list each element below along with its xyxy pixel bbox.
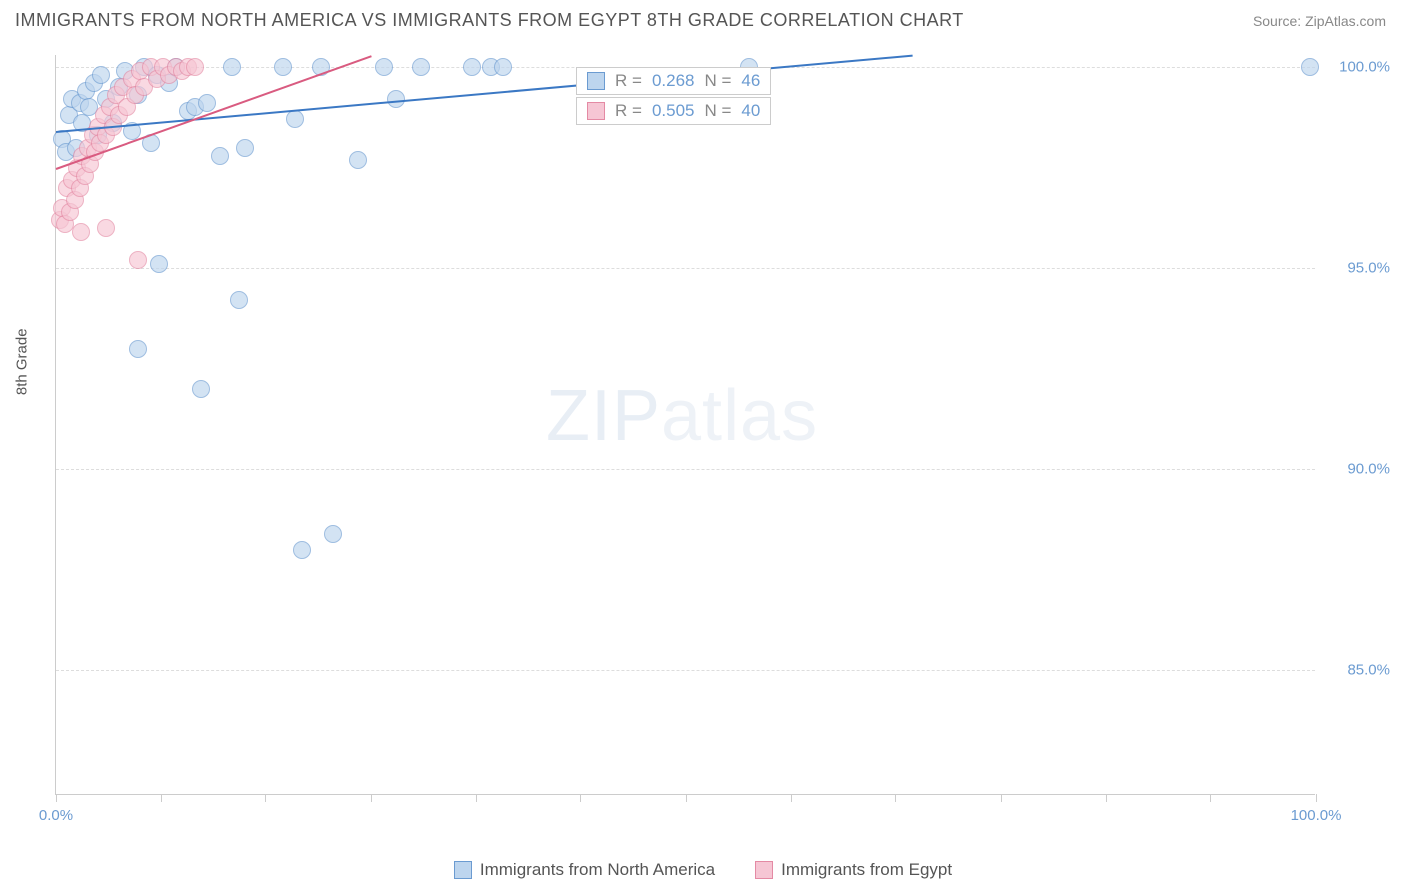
scatter-point	[236, 139, 254, 157]
watermark: ZIPatlas	[546, 375, 818, 457]
scatter-point	[286, 110, 304, 128]
scatter-point	[274, 58, 292, 76]
x-tick	[1210, 794, 1211, 802]
stats-r-label: R =	[615, 71, 642, 91]
chart-title: IMMIGRANTS FROM NORTH AMERICA VS IMMIGRA…	[15, 10, 964, 31]
y-tick-label: 95.0%	[1347, 260, 1390, 277]
legend-label: Immigrants from North America	[480, 860, 715, 880]
scatter-point	[211, 147, 229, 165]
legend-swatch	[454, 861, 472, 879]
gridline	[56, 469, 1315, 470]
stats-n-label: N =	[704, 101, 731, 121]
scatter-point	[129, 340, 147, 358]
stats-r-label: R =	[615, 101, 642, 121]
chart-header: IMMIGRANTS FROM NORTH AMERICA VS IMMIGRA…	[0, 0, 1406, 36]
scatter-point	[375, 58, 393, 76]
x-tick-label: 100.0%	[1291, 807, 1342, 824]
x-tick	[371, 794, 372, 802]
scatter-point	[1301, 58, 1319, 76]
stats-box: R = 0.505 N = 40	[576, 97, 771, 125]
stats-r-value: 0.268	[652, 71, 695, 91]
scatter-point	[198, 94, 216, 112]
y-tick-label: 100.0%	[1339, 59, 1390, 76]
x-tick	[161, 794, 162, 802]
stats-n-label: N =	[704, 71, 731, 91]
y-tick-label: 90.0%	[1347, 461, 1390, 478]
stats-swatch	[587, 102, 605, 120]
scatter-point	[494, 58, 512, 76]
x-tick	[791, 794, 792, 802]
scatter-point	[129, 251, 147, 269]
x-tick	[895, 794, 896, 802]
stats-box: R = 0.268 N = 46	[576, 67, 771, 95]
scatter-point	[186, 58, 204, 76]
scatter-chart: ZIPatlas 85.0%90.0%95.0%100.0%0.0%100.0%…	[55, 55, 1315, 795]
stats-n-value: 46	[741, 71, 760, 91]
scatter-point	[412, 58, 430, 76]
scatter-point	[463, 58, 481, 76]
scatter-point	[324, 525, 342, 543]
x-tick	[476, 794, 477, 802]
scatter-point	[223, 58, 241, 76]
scatter-point	[150, 255, 168, 273]
x-tick	[265, 794, 266, 802]
scatter-point	[92, 66, 110, 84]
x-tick	[580, 794, 581, 802]
scatter-point	[349, 151, 367, 169]
gridline	[56, 670, 1315, 671]
legend-item: Immigrants from North America	[454, 860, 715, 880]
scatter-point	[192, 380, 210, 398]
scatter-point	[72, 223, 90, 241]
stats-swatch	[587, 72, 605, 90]
stats-n-value: 40	[741, 101, 760, 121]
y-tick-label: 85.0%	[1347, 662, 1390, 679]
scatter-point	[97, 219, 115, 237]
stats-r-value: 0.505	[652, 101, 695, 121]
legend-label: Immigrants from Egypt	[781, 860, 952, 880]
legend-item: Immigrants from Egypt	[755, 860, 952, 880]
x-tick	[1316, 794, 1317, 802]
source-attribution: Source: ZipAtlas.com	[1253, 13, 1386, 29]
x-tick	[686, 794, 687, 802]
legend-swatch	[755, 861, 773, 879]
x-tick	[1106, 794, 1107, 802]
chart-legend: Immigrants from North America Immigrants…	[0, 860, 1406, 880]
x-tick-label: 0.0%	[39, 807, 73, 824]
y-axis-label: 8th Grade	[14, 328, 31, 395]
scatter-point	[230, 291, 248, 309]
x-tick	[1001, 794, 1002, 802]
scatter-point	[293, 541, 311, 559]
x-tick	[56, 794, 57, 802]
gridline	[56, 268, 1315, 269]
